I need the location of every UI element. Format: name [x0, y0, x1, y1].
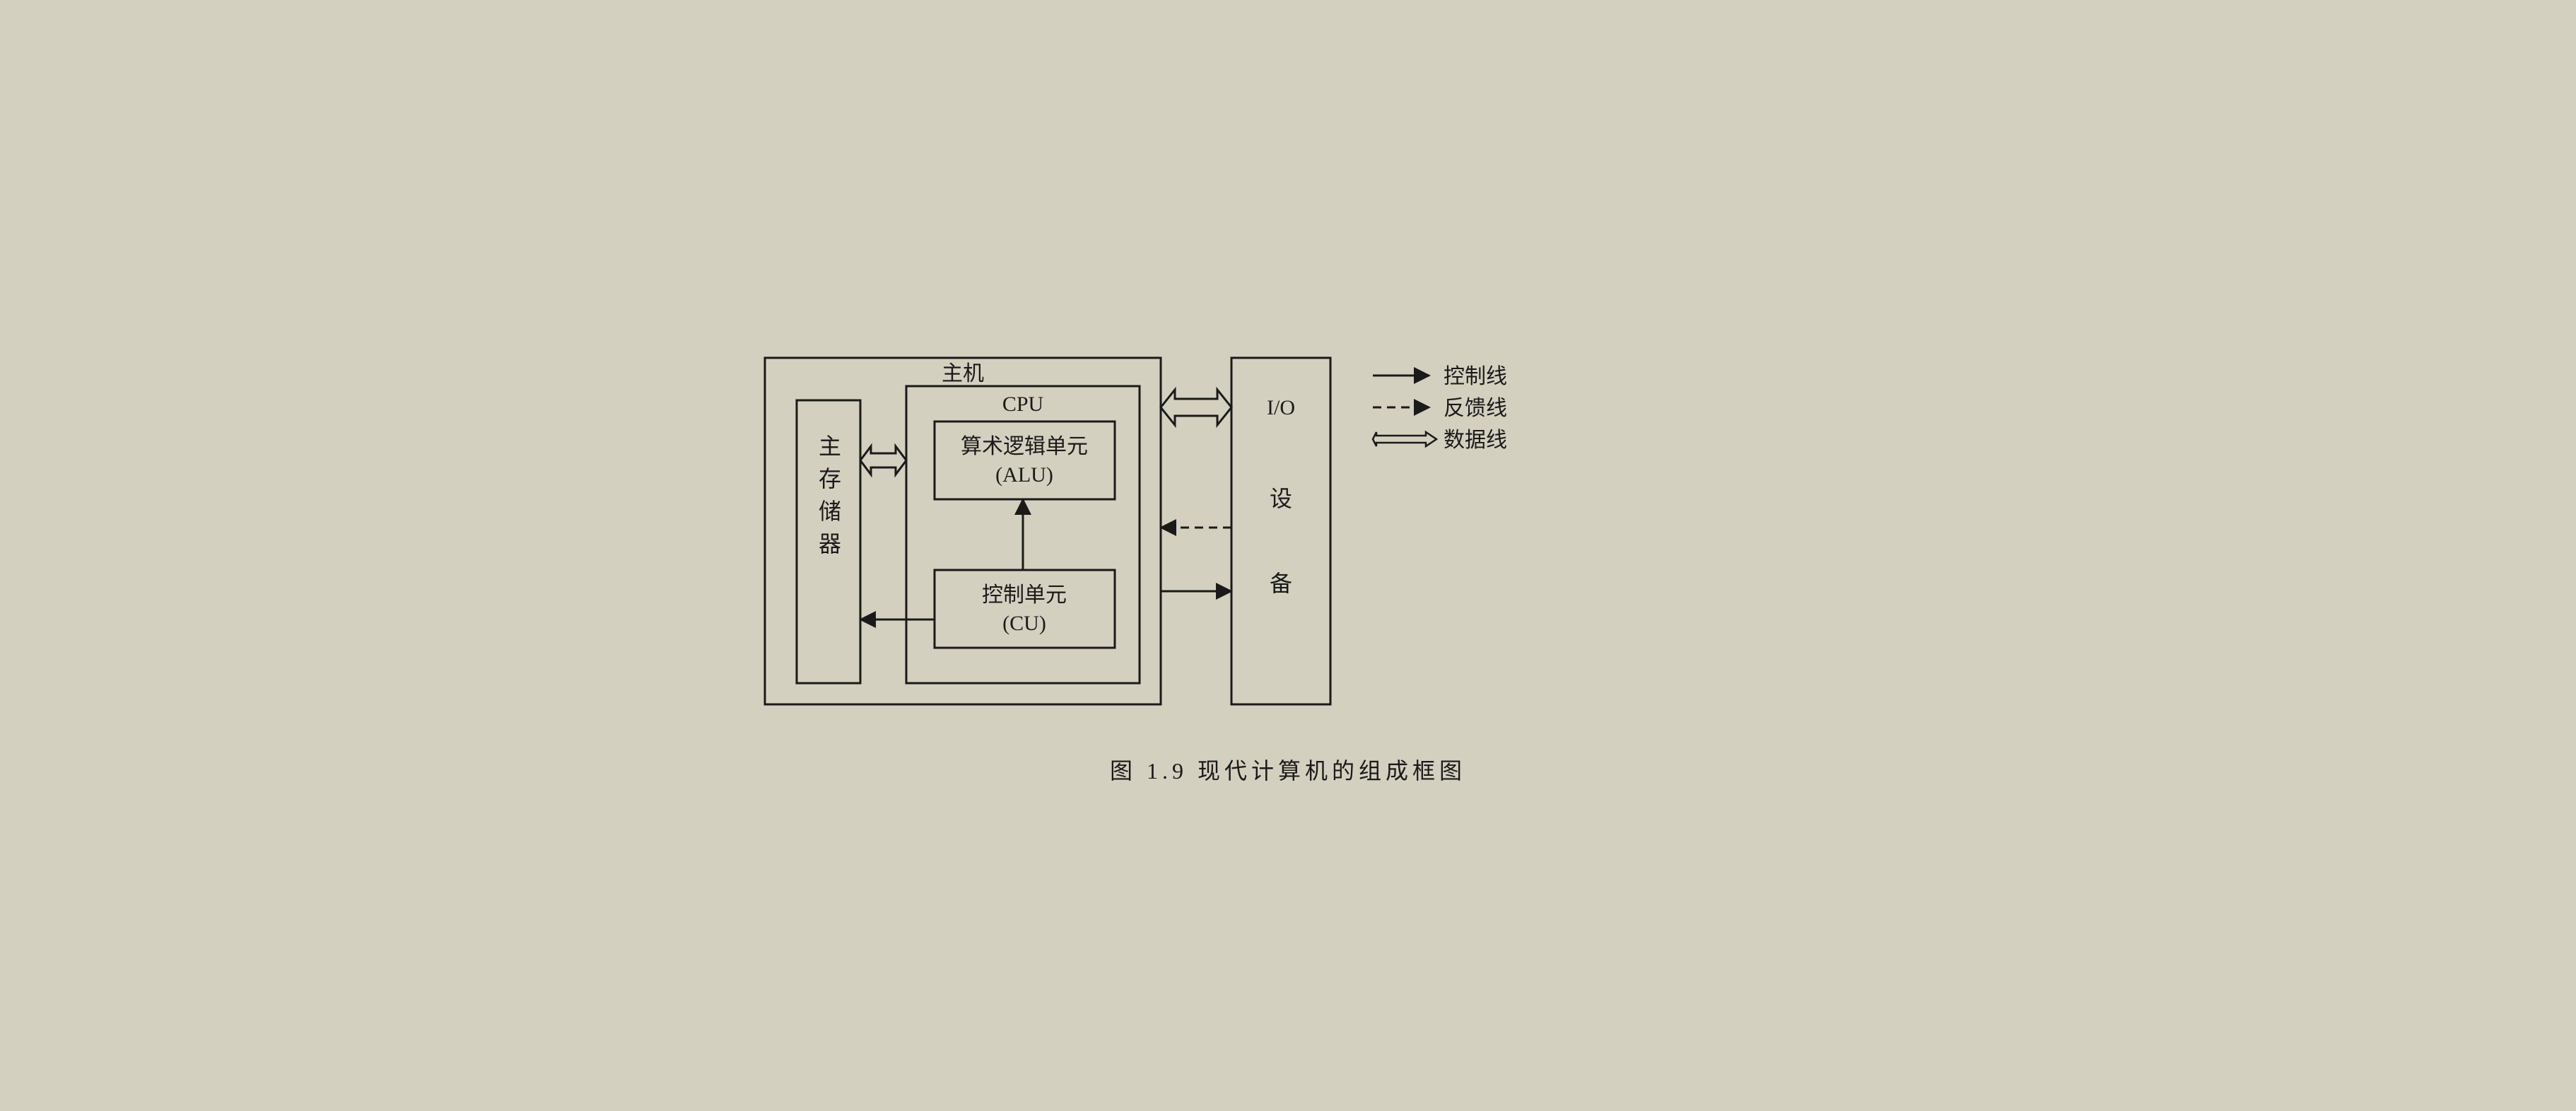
memory-label: 主存储器 — [816, 434, 841, 564]
cpu-label: CPU — [1002, 392, 1044, 416]
io-label1: I/O — [1267, 396, 1295, 419]
legend-feedback-label: 反馈线 — [1444, 397, 1507, 420]
legend: 控制线 反馈线 数据线 — [1373, 365, 1507, 452]
host-io-data-arrow — [1161, 390, 1231, 425]
diagram-svg: 主机 主存储器 CPU 算术逻辑单元 (ALU) 控制单元 (CU) I/O 设… — [722, 312, 1854, 800]
legend-data-icon — [1373, 432, 1436, 446]
io-label3: 备 — [1270, 571, 1292, 596]
host-label: 主机 — [942, 362, 984, 385]
cu-label1: 控制单元 — [982, 583, 1067, 607]
cu-label2: (CU) — [1002, 612, 1046, 635]
io-label2: 设 — [1270, 486, 1292, 511]
diagram-root: 主机 主存储器 CPU 算术逻辑单元 (ALU) 控制单元 (CU) I/O 设… — [722, 312, 1854, 800]
alu-box — [935, 421, 1115, 499]
cu-box — [935, 570, 1115, 648]
legend-control-label: 控制线 — [1444, 365, 1507, 388]
alu-label2: (ALU) — [995, 463, 1053, 487]
legend-data-label: 数据线 — [1444, 429, 1507, 452]
alu-label1: 算术逻辑单元 — [961, 435, 1088, 458]
mem-cpu-data-arrow — [860, 446, 906, 475]
figure-caption: 图 1.9 现代计算机的组成框图 — [722, 753, 1854, 786]
